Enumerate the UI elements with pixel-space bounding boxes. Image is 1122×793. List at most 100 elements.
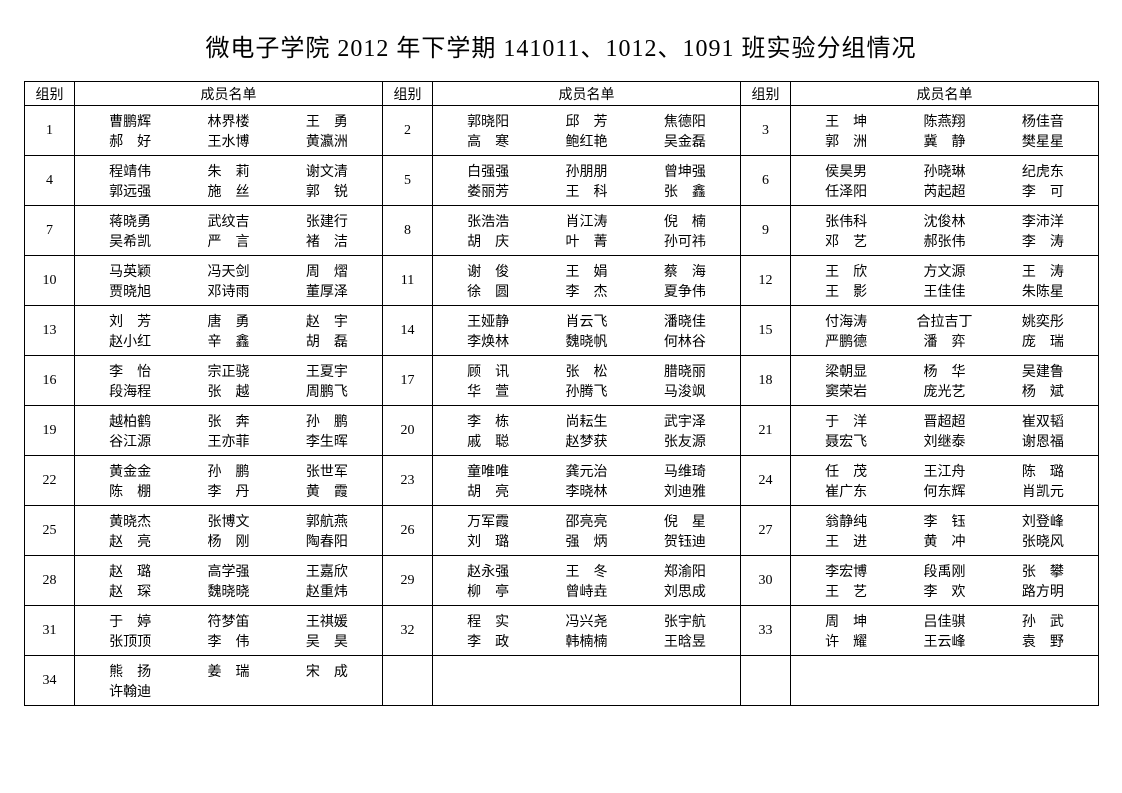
member-name: 李晓林 <box>537 481 635 501</box>
members-cell: 赵 璐高学强王嘉欣赵 琛魏晓晓赵重炜 <box>75 556 383 606</box>
member-name: 张 鑫 <box>636 181 734 201</box>
member-name: 施 丝 <box>179 181 277 201</box>
member-name: 李 钰 <box>895 511 993 531</box>
member-name: 吴希凯 <box>81 231 179 251</box>
members-cell: 越柏鹤张 奔孙 鹏谷江源王亦菲李生晖 <box>75 406 383 456</box>
member-name: 陈 璐 <box>994 461 1092 481</box>
members-cell: 张浩浩肖江涛倪 楠胡 庆叶 菁孙可祎 <box>433 206 741 256</box>
member-name: 赵 亮 <box>81 531 179 551</box>
member-name: 张顶顶 <box>81 631 179 651</box>
member-name: 张 越 <box>179 381 277 401</box>
member-name: 肖凯元 <box>994 481 1092 501</box>
member-name: 何林谷 <box>636 331 734 351</box>
member-name: 何东辉 <box>895 481 993 501</box>
member-name: 王 科 <box>537 181 635 201</box>
group-number-cell: 6 <box>741 156 791 206</box>
member-name: 冯天剑 <box>179 261 277 281</box>
member-name: 蔡 海 <box>636 261 734 281</box>
member-name: 崔广东 <box>797 481 895 501</box>
member-name: 李 伟 <box>179 631 277 651</box>
member-name: 李 栋 <box>439 411 537 431</box>
member-name: 芮起超 <box>895 181 993 201</box>
member-name <box>278 681 376 701</box>
member-name: 谢 俊 <box>439 261 537 281</box>
member-name: 王 欣 <box>797 261 895 281</box>
group-number-cell: 19 <box>25 406 75 456</box>
table-row: 7蒋晓勇武纹吉张建行吴希凯严 言褚 洁8张浩浩肖江涛倪 楠胡 庆叶 菁孙可祎9张… <box>25 206 1099 256</box>
member-name: 孙朋朋 <box>537 161 635 181</box>
members-cell: 付海涛合拉吉丁姚奕彤严鹏德潘 弈庞 瑞 <box>791 306 1099 356</box>
col-members: 成员名单 <box>75 82 383 106</box>
member-name: 高学强 <box>179 561 277 581</box>
member-name: 胡 磊 <box>278 331 376 351</box>
member-name: 华 萱 <box>439 381 537 401</box>
member-name: 沈俊林 <box>895 211 993 231</box>
table-row: 28赵 璐高学强王嘉欣赵 琛魏晓晓赵重炜29赵永强王 冬郑渝阳柳 亭曾峙垚刘思成… <box>25 556 1099 606</box>
member-name: 程靖伟 <box>81 161 179 181</box>
member-name: 李 丹 <box>179 481 277 501</box>
group-number-cell: 30 <box>741 556 791 606</box>
member-name: 邓 艺 <box>797 231 895 251</box>
member-name: 王夏宇 <box>278 361 376 381</box>
member-name: 梁朝显 <box>797 361 895 381</box>
members-cell: 程靖伟朱 莉谢文清郭远强施 丝郭 锐 <box>75 156 383 206</box>
group-number-cell: 2 <box>383 106 433 156</box>
member-name: 戚 聪 <box>439 431 537 451</box>
table-row: 16李 怡宗正骁王夏宇段海程张 越周鹏飞17顾 讯张 松腊晓丽华 萱孙腾飞马浚飒… <box>25 356 1099 406</box>
member-name: 王晗昱 <box>636 631 734 651</box>
member-name: 腊晓丽 <box>636 361 734 381</box>
member-name: 万军霞 <box>439 511 537 531</box>
member-name: 王云峰 <box>895 631 993 651</box>
member-name: 李 政 <box>439 631 537 651</box>
table-row: 1曹鹏辉林界楼王 勇郝 好王水博黄瀛洲2郭晓阳邱 芳焦德阳高 寒鲍红艳吴金磊3王… <box>25 106 1099 156</box>
member-name: 路方明 <box>994 581 1092 601</box>
member-name: 孙 鹏 <box>179 461 277 481</box>
member-name: 曾坤强 <box>636 161 734 181</box>
member-name: 张 奔 <box>179 411 277 431</box>
member-name: 许翰迪 <box>81 681 179 701</box>
member-name: 尚耘生 <box>537 411 635 431</box>
member-name: 朱陈星 <box>994 281 1092 301</box>
member-name: 翁静纯 <box>797 511 895 531</box>
member-name: 赵梦获 <box>537 431 635 451</box>
member-name: 焦德阳 <box>636 111 734 131</box>
member-name: 方文源 <box>895 261 993 281</box>
members-cell: 黄晓杰张博文郭航燕赵 亮杨 刚陶春阳 <box>75 506 383 556</box>
member-name: 曹鹏辉 <box>81 111 179 131</box>
member-name: 纪虎东 <box>994 161 1092 181</box>
member-name: 谷江源 <box>81 431 179 451</box>
member-name: 潘晓佳 <box>636 311 734 331</box>
member-name: 张浩浩 <box>439 211 537 231</box>
member-name: 赵 璐 <box>81 561 179 581</box>
member-name: 张 松 <box>537 361 635 381</box>
group-number-cell: 1 <box>25 106 75 156</box>
member-name: 张建行 <box>278 211 376 231</box>
member-name: 娄丽芳 <box>439 181 537 201</box>
group-number-cell: 27 <box>741 506 791 556</box>
member-name: 周 坤 <box>797 611 895 631</box>
member-name: 于 洋 <box>797 411 895 431</box>
member-name: 孙晓琳 <box>895 161 993 181</box>
group-number-cell <box>383 656 433 706</box>
members-cell: 童唯唯龚元治马维琦胡 亮李晓林刘迪雅 <box>433 456 741 506</box>
member-name: 曾峙垚 <box>537 581 635 601</box>
member-name: 熊 扬 <box>81 661 179 681</box>
member-name: 刘登峰 <box>994 511 1092 531</box>
group-number-cell: 28 <box>25 556 75 606</box>
member-name: 叶 菁 <box>537 231 635 251</box>
table-row: 4程靖伟朱 莉谢文清郭远强施 丝郭 锐5白强强孙朋朋曾坤强娄丽芳王 科张 鑫6侯… <box>25 156 1099 206</box>
member-name: 张友源 <box>636 431 734 451</box>
member-name: 宋 成 <box>278 661 376 681</box>
group-number-cell: 14 <box>383 306 433 356</box>
member-name: 童唯唯 <box>439 461 537 481</box>
member-name: 陶春阳 <box>278 531 376 551</box>
table-header-row: 组别 成员名单 组别 成员名单 组别 成员名单 <box>25 82 1099 106</box>
group-number-cell: 7 <box>25 206 75 256</box>
member-name: 潘 弈 <box>895 331 993 351</box>
col-members: 成员名单 <box>791 82 1099 106</box>
member-name: 张博文 <box>179 511 277 531</box>
member-name: 越柏鹤 <box>81 411 179 431</box>
member-name: 合拉吉丁 <box>895 311 993 331</box>
member-name: 孙 武 <box>994 611 1092 631</box>
member-name: 肖江涛 <box>537 211 635 231</box>
